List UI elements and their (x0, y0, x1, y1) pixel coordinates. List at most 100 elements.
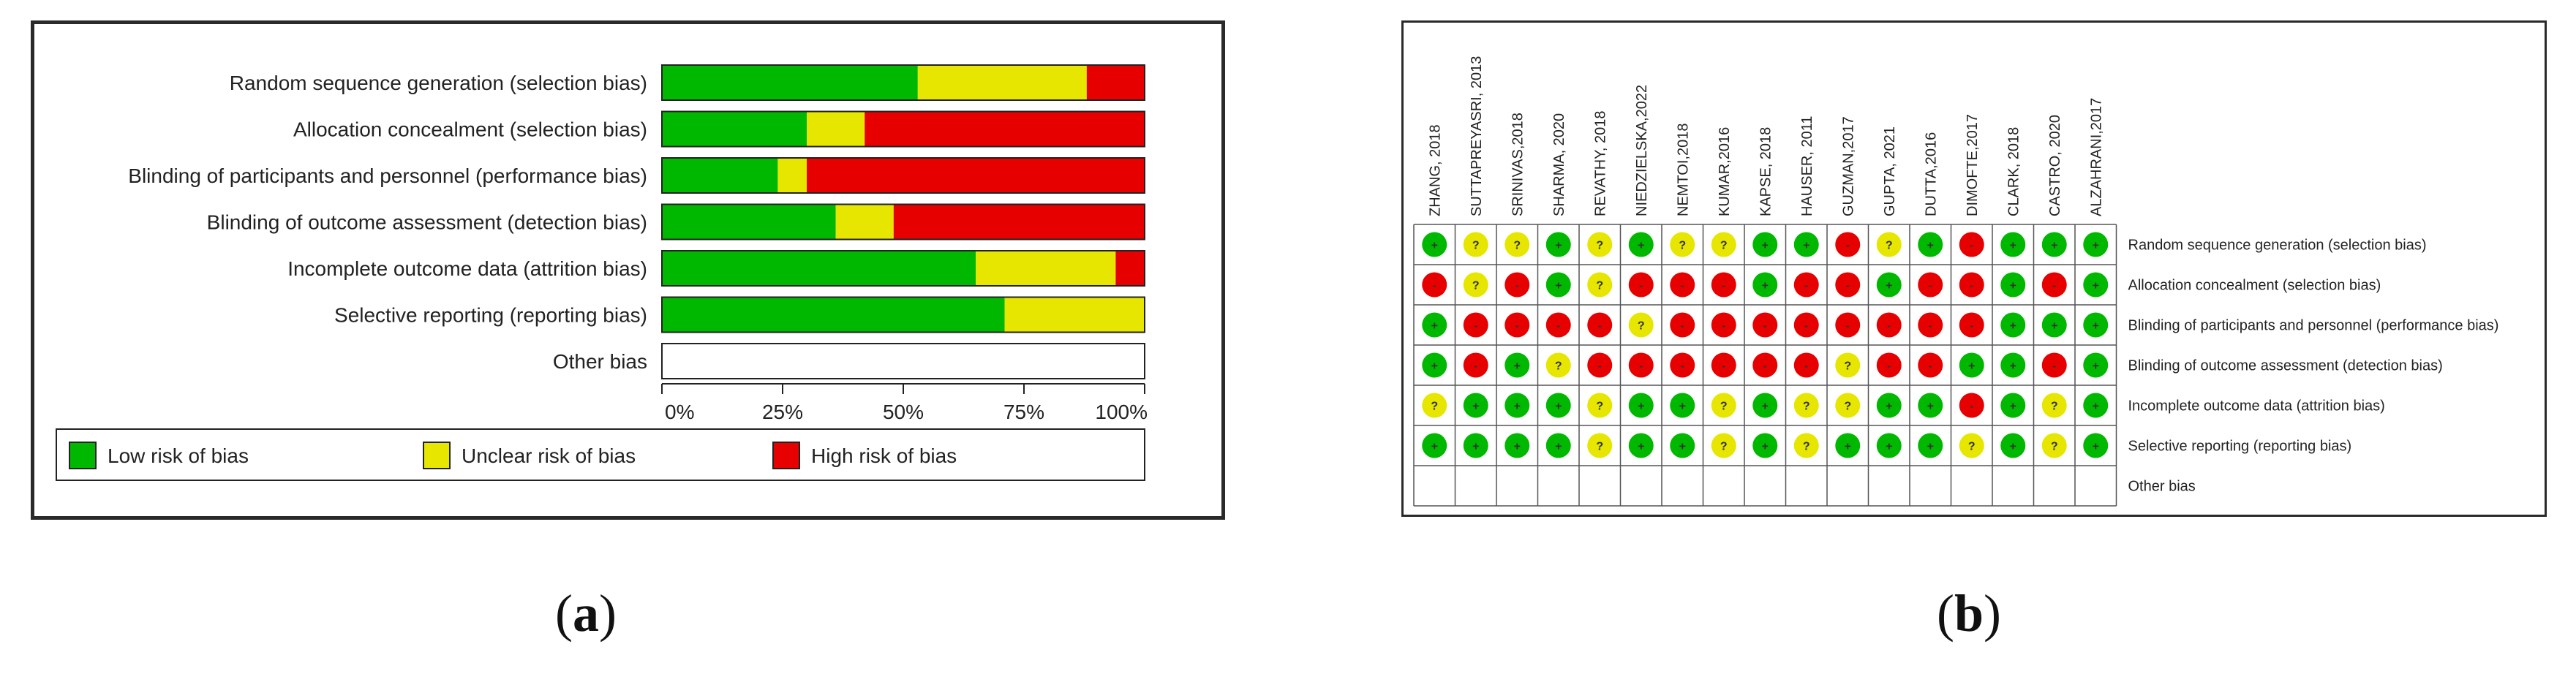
judgement-symbol: - (1474, 360, 1477, 373)
bar-segment (865, 111, 1145, 147)
judgement-symbol: - (1722, 280, 1725, 292)
judgement-circle (1670, 312, 1695, 338)
judgement-circle (1463, 393, 1488, 418)
judgement-symbol: + (1968, 360, 1975, 373)
judgement-symbol: - (2052, 360, 2056, 373)
judgement-circle (1711, 352, 1736, 378)
judgement-circle (2041, 393, 2067, 418)
judgement-symbol: - (1474, 320, 1477, 333)
judgement-symbol: - (1929, 320, 1932, 333)
judgement-circle (1670, 393, 1695, 418)
judgement-circle (1918, 433, 1943, 458)
judgement-symbol: + (2093, 401, 2099, 413)
bar-segment (662, 204, 836, 240)
bar-outline (661, 110, 1145, 148)
judgement-circle (1793, 272, 1819, 298)
bar-outline (661, 157, 1145, 194)
judgement-symbol: - (1598, 320, 1602, 333)
judgement-symbol: ? (1803, 441, 1810, 453)
judgement-symbol: + (1431, 240, 1438, 252)
judgement-symbol: - (1681, 320, 1684, 333)
judgement-symbol: + (2010, 280, 2016, 292)
category-label: Blinding of participants and personnel (… (128, 164, 647, 187)
judgement-circle (1793, 393, 1819, 418)
judgement-symbol: + (2051, 320, 2057, 333)
judgement-symbol: - (1887, 320, 1891, 333)
study-header: HAUSER, 2011 (1799, 116, 1815, 216)
judgement-symbol: + (1927, 401, 1934, 413)
judgement-symbol: - (1722, 320, 1725, 333)
legend-label: Low risk of bias (108, 444, 249, 467)
bar-segment (976, 251, 1116, 286)
study-header: KUMAR,2016 (1717, 127, 1733, 216)
caption-a: (a) (555, 584, 617, 643)
study-header: GUPTA, 2021 (1882, 126, 1898, 216)
bar-segment (662, 297, 1005, 333)
judgement-circle (1793, 433, 1819, 458)
judgement-symbol: + (1431, 320, 1438, 333)
judgement-circle (2000, 232, 2026, 257)
bar-segment (1115, 251, 1145, 286)
judgement-symbol: - (1515, 320, 1519, 333)
bar-segment (662, 158, 778, 193)
judgement-symbol: - (1970, 401, 1973, 413)
bar-segment (807, 111, 865, 147)
judgement-circle (2083, 232, 2109, 257)
domain-label: Allocation concealment (selection bias) (2128, 278, 2381, 294)
judgement-circle (1959, 352, 1984, 378)
judgement-symbol: - (1556, 320, 1560, 333)
judgement-symbol: - (1929, 280, 1932, 292)
judgement-symbol: - (1846, 280, 1850, 292)
judgement-symbol: ? (1844, 401, 1851, 413)
judgement-circle (1504, 312, 1530, 338)
judgement-circle (1628, 393, 1654, 418)
judgement-symbol: + (2051, 240, 2057, 252)
judgement-circle (2041, 433, 2067, 458)
judgement-symbol: + (1555, 280, 1562, 292)
judgement-symbol: - (1887, 360, 1891, 373)
judgement-symbol: - (1639, 280, 1643, 292)
judgement-circle (1835, 393, 1861, 418)
judgement-symbol: - (2052, 280, 2056, 292)
judgement-symbol: + (1845, 441, 1851, 453)
judgement-circle (1545, 272, 1571, 298)
judgement-circle (1876, 232, 1902, 257)
judgement-symbol: + (1803, 240, 1809, 252)
judgement-symbol: + (1472, 401, 1479, 413)
judgement-symbol: - (1433, 280, 1436, 292)
judgement-circle (1918, 352, 1943, 378)
judgement-circle (1422, 232, 1447, 257)
judgement-circle (1835, 433, 1861, 458)
judgement-circle (1752, 352, 1778, 378)
judgement-symbol: + (2010, 441, 2016, 453)
judgement-circle (1918, 312, 1943, 338)
judgement-circle (2083, 312, 2109, 338)
judgement-symbol: ? (2051, 441, 2058, 453)
judgement-circle (1959, 433, 1984, 458)
judgement-circle (1463, 352, 1488, 378)
judgement-symbol: - (1598, 360, 1602, 373)
judgement-symbol: ? (1679, 240, 1686, 252)
category-label: Random sequence generation (selection bi… (230, 72, 647, 94)
study-header: NIEDZIELSKA,2022 (1634, 85, 1650, 216)
domain-label: Selective reporting (reporting bias) (2128, 439, 2352, 455)
judgement-symbol: ? (1555, 360, 1562, 373)
judgement-circle (1918, 272, 1943, 298)
judgement-symbol: + (1431, 360, 1438, 373)
x-tick-label: 0% (665, 401, 694, 423)
bar-outline (661, 203, 1145, 241)
judgement-circle (1628, 232, 1654, 257)
judgement-circle (1752, 232, 1778, 257)
x-tick-label: 75% (1003, 401, 1044, 423)
study-header: SUTTAPREYASRI, 2013 (1469, 56, 1485, 216)
judgement-circle (1711, 393, 1736, 418)
judgement-circle (1463, 312, 1488, 338)
judgement-circle (1959, 393, 1984, 418)
judgement-symbol: - (1804, 280, 1808, 292)
judgement-symbol: - (1681, 360, 1684, 373)
judgement-symbol: + (2093, 441, 2099, 453)
judgement-circle (1463, 272, 1488, 298)
judgement-symbol: + (1679, 401, 1686, 413)
judgement-circle (1587, 312, 1613, 338)
judgement-symbol: + (2093, 280, 2099, 292)
